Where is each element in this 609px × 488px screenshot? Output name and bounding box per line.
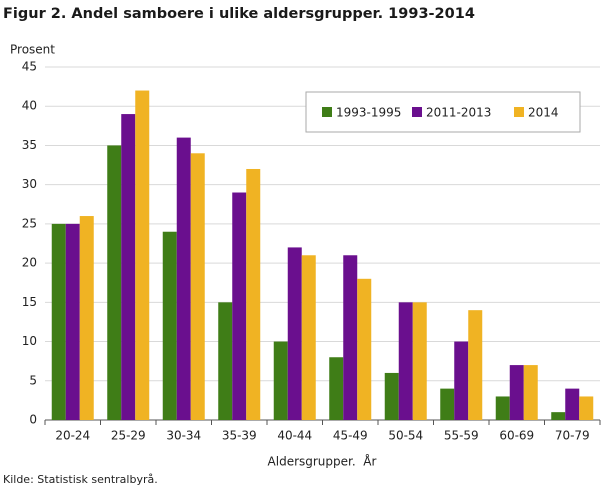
legend-label: 1993-1995 [336, 106, 401, 120]
chart-title: Figur 2. Andel samboere i ulike aldersgr… [3, 6, 475, 22]
bar [440, 388, 455, 420]
bar [246, 168, 261, 420]
bar [190, 153, 205, 421]
y-tick-label: 20 [22, 256, 37, 270]
x-tick-label: 45-49 [333, 429, 368, 443]
y-tick-label: 30 [22, 177, 37, 191]
bar [218, 302, 233, 420]
y-tick-label: 35 [22, 138, 37, 152]
x-tick-label: 50-54 [388, 429, 423, 443]
y-tick-label: 0 [29, 413, 37, 427]
bar [273, 341, 288, 420]
bar [551, 412, 566, 420]
bar [343, 255, 358, 420]
legend-swatch [412, 107, 422, 117]
bar [232, 192, 247, 420]
y-tick-label: 25 [22, 216, 37, 230]
bar [135, 90, 150, 421]
bar [398, 302, 413, 420]
bar [301, 255, 316, 420]
y-tick-label: 45 [22, 60, 37, 74]
bar [384, 372, 399, 420]
x-tick-label: 30-34 [166, 429, 201, 443]
bar [79, 216, 94, 420]
y-tick-label: 40 [22, 99, 37, 113]
x-tick-label: 40-44 [277, 429, 312, 443]
bar [329, 357, 344, 420]
y-tick-label: 15 [22, 295, 37, 309]
legend-swatch [514, 107, 524, 117]
x-tick-label: 55-59 [444, 429, 479, 443]
x-tick-label: 70-79 [555, 429, 590, 443]
bar [495, 396, 510, 420]
legend-swatch [322, 107, 332, 117]
bar [523, 365, 538, 420]
x-tick-label: 20-24 [55, 429, 90, 443]
bar [162, 231, 177, 420]
bar [468, 310, 483, 420]
bar [51, 223, 66, 420]
x-tick-label: 35-39 [222, 429, 257, 443]
x-tick-label: 25-29 [111, 429, 146, 443]
bar [509, 365, 524, 420]
bar [121, 114, 136, 421]
y-tick-label: 5 [29, 373, 37, 387]
legend-label: 2011-2013 [426, 106, 491, 120]
bar [579, 396, 594, 420]
bar [65, 223, 80, 420]
bar [412, 302, 427, 420]
x-tick-label: 60-69 [499, 429, 534, 443]
source: Kilde: Statistisk sentralbyrå. [3, 473, 158, 486]
y-axis-title: Prosent [10, 43, 55, 57]
bar [176, 137, 191, 420]
bar [454, 341, 469, 420]
legend-box [305, 91, 581, 133]
y-tick-label: 10 [22, 334, 37, 348]
bar [287, 247, 302, 420]
x-axis-title: Aldersgrupper. År [268, 454, 377, 469]
legend-label: 2014 [528, 106, 559, 120]
bar [357, 278, 372, 420]
bar [107, 145, 122, 420]
bar [565, 388, 580, 420]
